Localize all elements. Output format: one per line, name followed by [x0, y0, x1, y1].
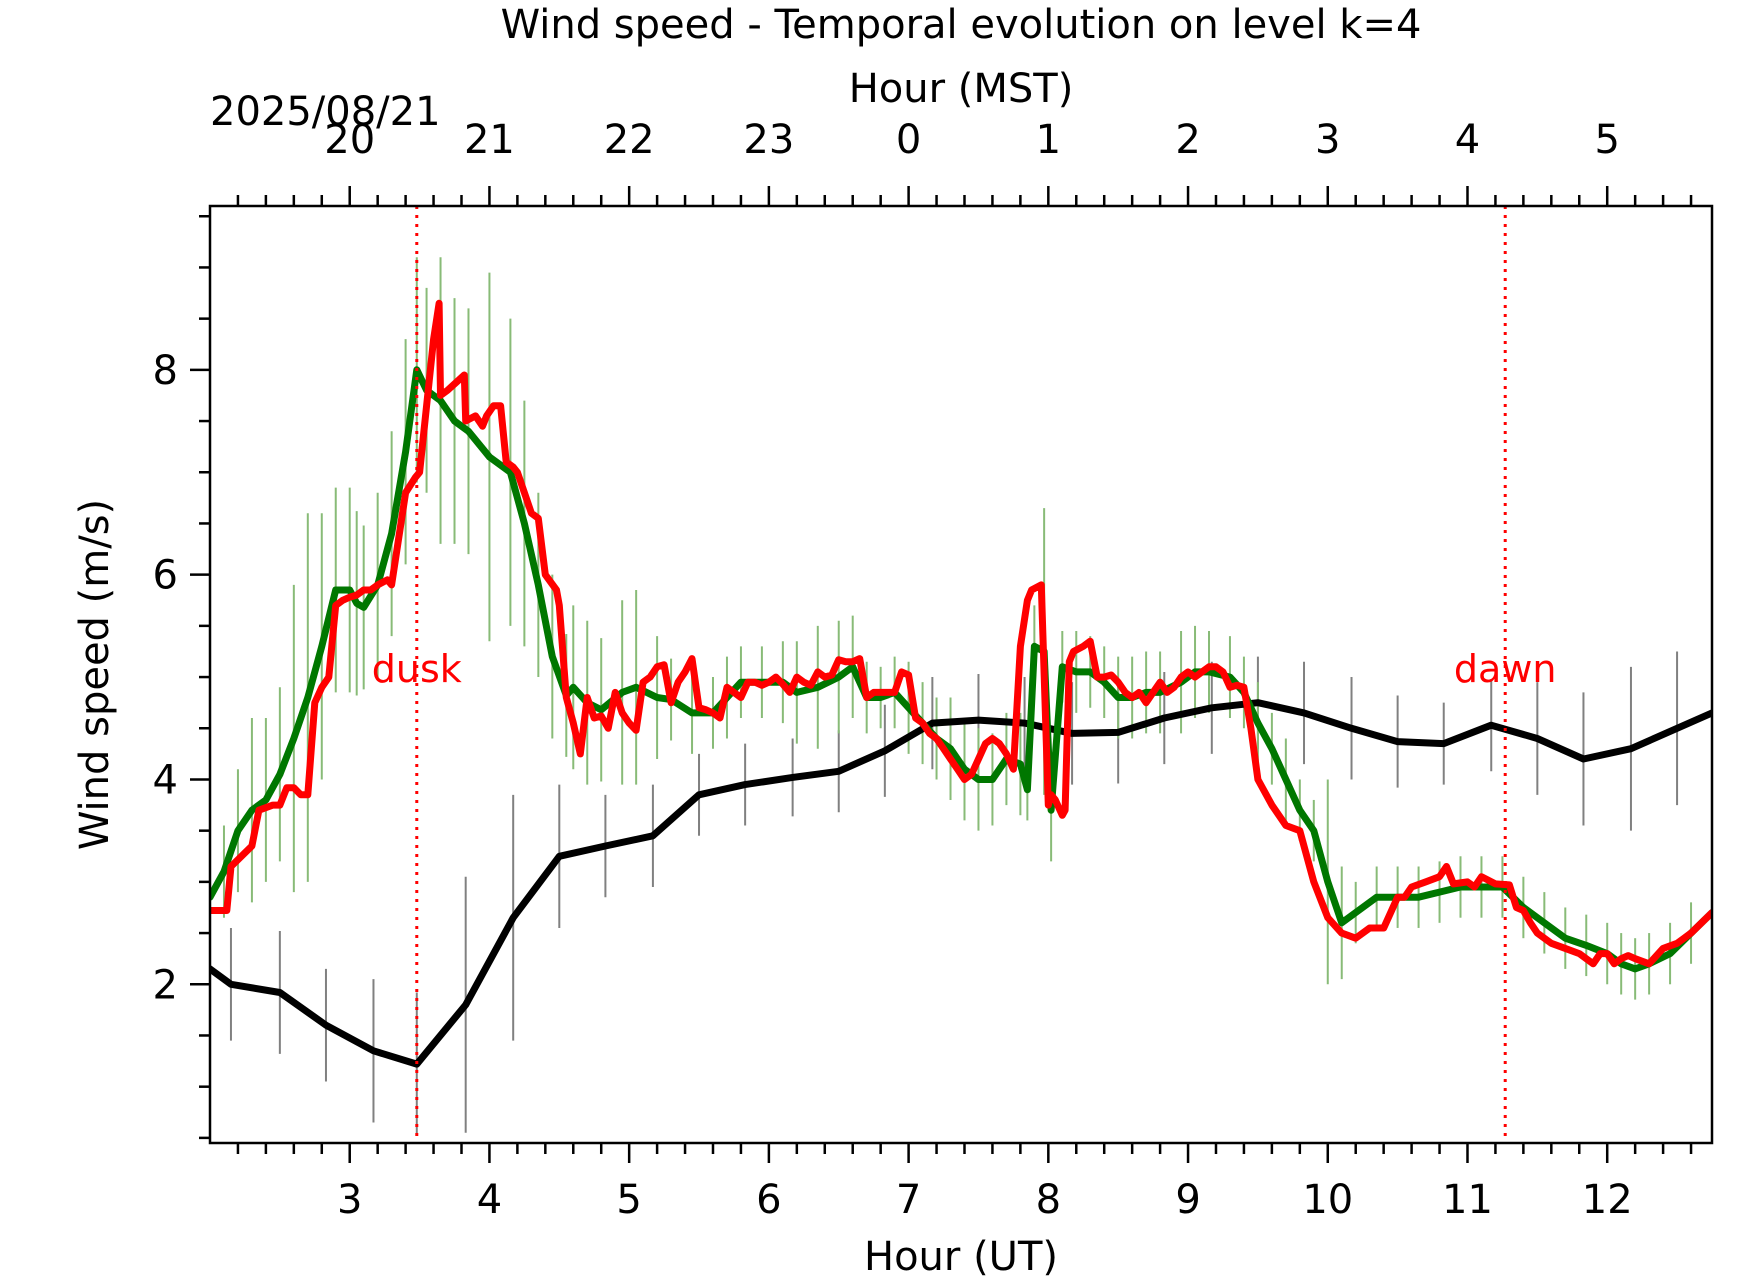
- x-tick-label: 10: [1302, 1177, 1353, 1223]
- top-tick-label: 0: [896, 117, 921, 163]
- x-tick-label: 6: [756, 1177, 781, 1223]
- series-line-1: [210, 699, 1712, 1068]
- chart-title: Wind speed - Temporal evolution on level…: [501, 2, 1422, 48]
- top-tick-label: 2: [1175, 117, 1200, 163]
- series-layer: [210, 299, 1712, 1068]
- dusk-label: dusk: [372, 647, 462, 691]
- top-tick-label: 20: [324, 117, 375, 163]
- top-tick-label: 1: [1036, 117, 1061, 163]
- top-tick-label: 21: [464, 117, 515, 163]
- x-tick-label: 3: [337, 1177, 362, 1223]
- top-axis-label: Hour (MST): [849, 66, 1074, 112]
- y-tick-label: 6: [153, 553, 178, 599]
- top-tick-label: 5: [1594, 117, 1619, 163]
- plot-frame: [208, 204, 1714, 1145]
- series-line-3: [210, 299, 1712, 968]
- x-tick-label: 11: [1442, 1177, 1493, 1223]
- top-tick-label: 23: [743, 117, 794, 163]
- reference-line-layer: dusk dawn: [372, 206, 1557, 1143]
- top-tick-label: 3: [1315, 117, 1340, 163]
- dawn-label: dawn: [1454, 647, 1557, 691]
- x-tick-label: 7: [896, 1177, 921, 1223]
- top-tick-label: 22: [604, 117, 655, 163]
- y-tick-label: 2: [153, 962, 178, 1008]
- x-axis-label: Hour (UT): [864, 1234, 1058, 1280]
- y-tick-label: 4: [153, 757, 178, 803]
- x-tick-label: 5: [616, 1177, 641, 1223]
- x-tick-label: 12: [1582, 1177, 1633, 1223]
- y-axis-label: Wind speed (m/s): [72, 499, 118, 850]
- date-label: 2025/08/21: [210, 89, 441, 135]
- y-tick-label: 8: [153, 348, 178, 394]
- top-tick-label: 4: [1455, 117, 1480, 163]
- x-tick-label: 8: [1036, 1177, 1061, 1223]
- x-tick-label: 9: [1175, 1177, 1200, 1223]
- x-tick-label: 4: [477, 1177, 502, 1223]
